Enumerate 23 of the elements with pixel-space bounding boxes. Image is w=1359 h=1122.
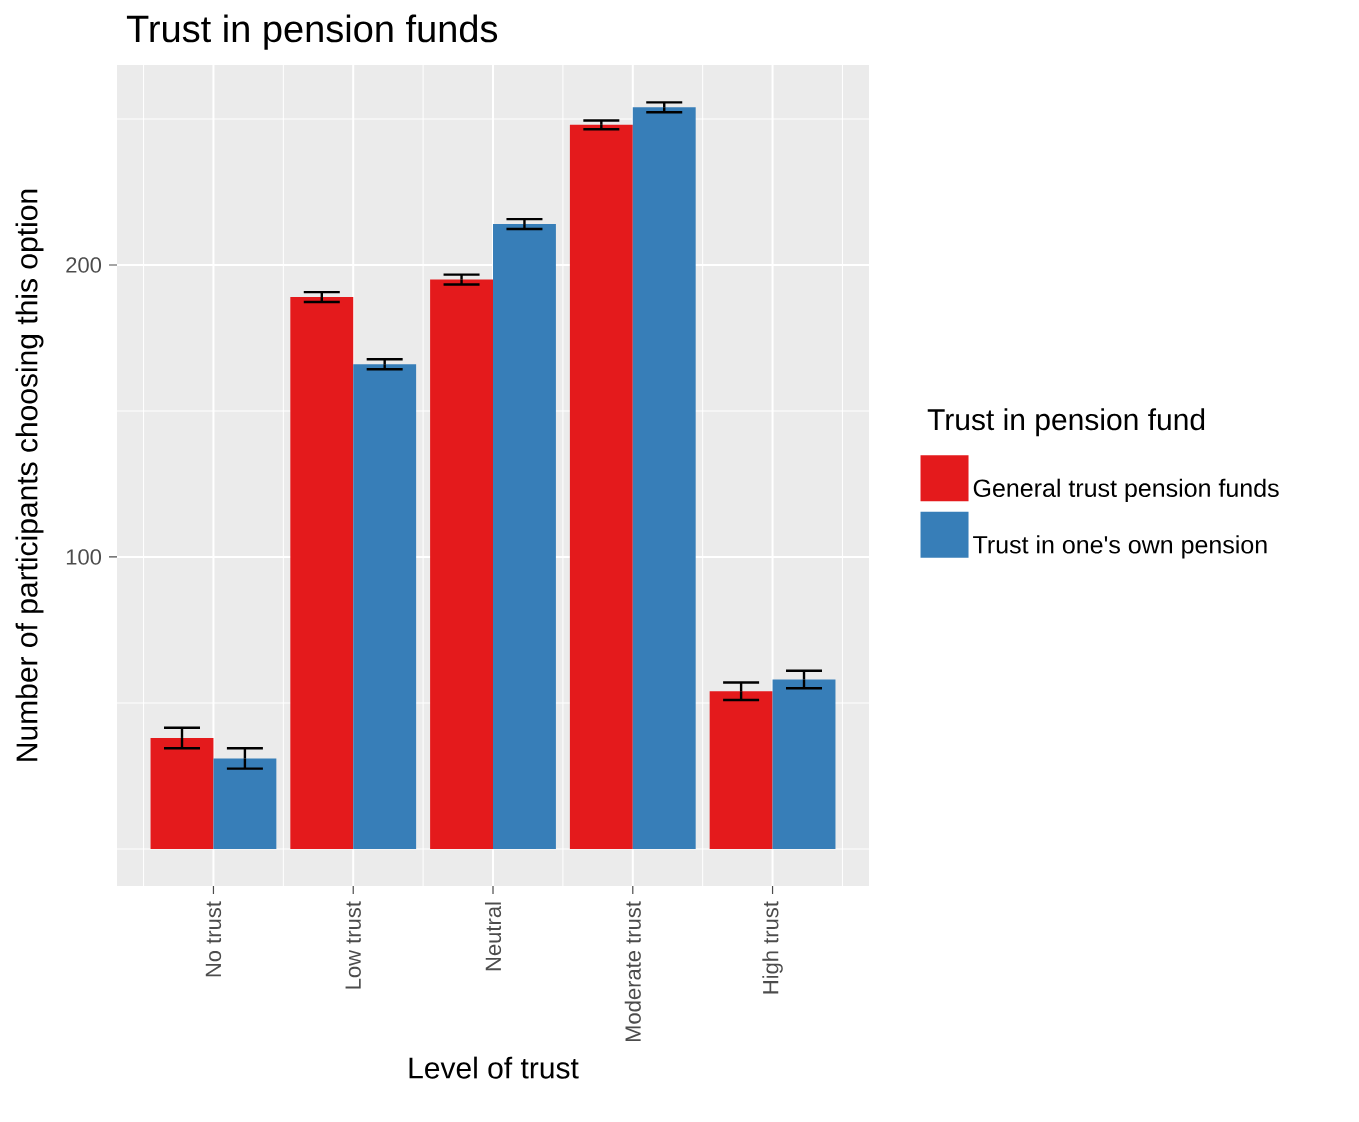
bar (150, 737, 214, 849)
y-tick-label: 200 (66, 257, 102, 273)
bar (493, 224, 556, 849)
bar (213, 758, 277, 849)
bar (632, 107, 696, 849)
y-axis-title: Number of participants choosing this option (15, 189, 44, 761)
chart-title: Trust in pension funds (126, 14, 498, 50)
x-axis-title: Level of trust (409, 1056, 579, 1079)
x-tick-label: Neutral (484, 902, 502, 971)
x-tick-label: Low trust (345, 901, 361, 989)
x-tick-label: No trust (205, 901, 222, 977)
x-tick-label: Moderate trust (624, 901, 641, 1042)
legend-title: Trust in pension fund (927, 408, 1205, 437)
legend-label: General trust pension funds (973, 478, 1279, 502)
x-tick-label: High trust (762, 901, 783, 994)
bar (772, 679, 836, 849)
y-tick-label: 100 (66, 549, 102, 565)
bar (430, 279, 494, 849)
bar (569, 124, 633, 849)
bar (709, 691, 773, 849)
bar (353, 364, 417, 849)
legend-label: Trust in one's own pension (973, 535, 1267, 559)
bar (290, 297, 354, 849)
